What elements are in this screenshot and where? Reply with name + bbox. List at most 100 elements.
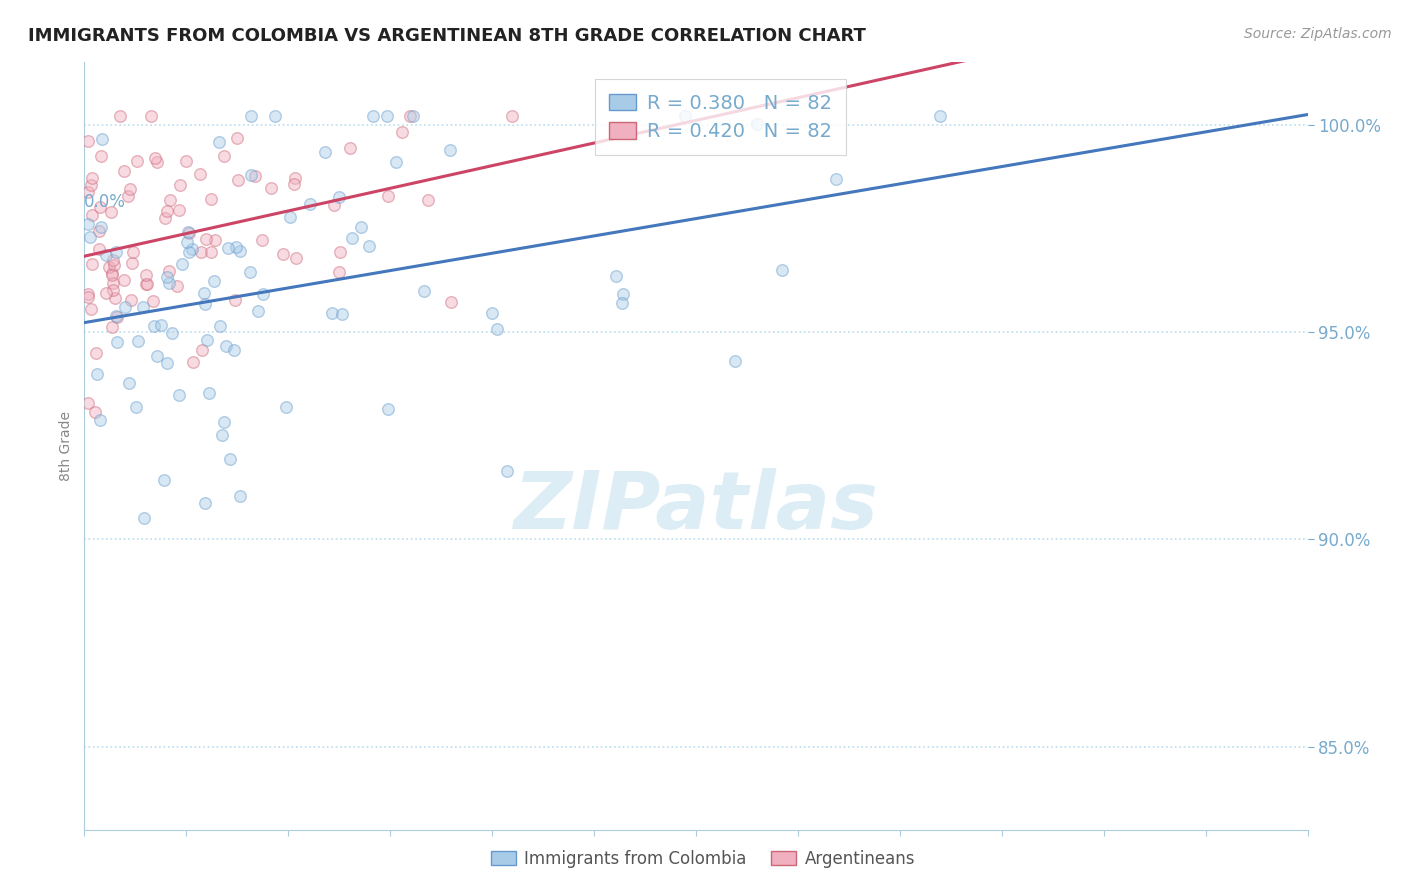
- Point: [125, 400, 148, 414]
- Point: [217, 241, 239, 255]
- Point: [98, 260, 121, 275]
- Point: [101, 283, 124, 297]
- Point: [117, 189, 139, 203]
- Point: [162, 326, 184, 341]
- Point: [142, 294, 165, 309]
- Point: [486, 321, 509, 335]
- Point: [110, 109, 132, 123]
- Point: [222, 343, 245, 358]
- Point: [481, 306, 503, 320]
- Text: ZIPatlas: ZIPatlas: [513, 468, 879, 547]
- Point: [191, 343, 214, 357]
- Point: [243, 169, 266, 184]
- Point: [384, 155, 406, 169]
- Point: [132, 300, 155, 314]
- Point: [174, 153, 197, 168]
- Point: [339, 141, 361, 155]
- Point: [91, 131, 114, 145]
- Point: [155, 211, 177, 226]
- Point: [101, 266, 124, 280]
- Point: [224, 293, 246, 307]
- Point: [501, 109, 523, 123]
- Point: [190, 167, 212, 181]
- Point: [176, 235, 198, 249]
- Point: [239, 109, 262, 123]
- Point: [724, 354, 747, 368]
- Point: [77, 134, 100, 148]
- Point: [412, 284, 434, 298]
- Point: [198, 385, 221, 400]
- Point: [204, 233, 226, 247]
- Point: [101, 319, 124, 334]
- Point: [90, 148, 112, 162]
- Point: [77, 185, 100, 199]
- Point: [156, 356, 179, 370]
- Text: IMMIGRANTS FROM COLOMBIA VS ARGENTINEAN 8TH GRADE CORRELATION CHART: IMMIGRANTS FROM COLOMBIA VS ARGENTINEAN …: [28, 27, 866, 45]
- Point: [194, 232, 217, 246]
- Point: [208, 319, 231, 334]
- Point: [112, 164, 135, 178]
- Point: [118, 182, 141, 196]
- Point: [673, 109, 696, 123]
- Point: [200, 244, 222, 259]
- Point: [89, 224, 111, 238]
- Point: [190, 244, 212, 259]
- Point: [101, 252, 124, 267]
- Point: [156, 203, 179, 218]
- Point: [321, 306, 343, 320]
- Point: [77, 290, 100, 304]
- Point: [391, 125, 413, 139]
- Point: [89, 413, 111, 427]
- Point: [496, 464, 519, 478]
- Point: [105, 310, 128, 324]
- Text: 0.0%: 0.0%: [84, 193, 127, 211]
- Point: [84, 346, 107, 360]
- Text: Source: ZipAtlas.com: Source: ZipAtlas.com: [1244, 27, 1392, 41]
- Point: [159, 193, 181, 207]
- Point: [283, 177, 305, 191]
- Point: [929, 109, 952, 123]
- Point: [167, 388, 190, 402]
- Point: [153, 473, 176, 487]
- Point: [146, 350, 169, 364]
- Point: [340, 230, 363, 244]
- Point: [350, 219, 373, 234]
- Point: [298, 196, 321, 211]
- Point: [143, 152, 166, 166]
- Point: [377, 401, 399, 416]
- Point: [250, 233, 273, 247]
- Point: [200, 192, 222, 206]
- Point: [745, 117, 768, 131]
- Point: [193, 285, 215, 300]
- Point: [181, 354, 204, 368]
- Legend: Immigrants from Colombia, Argentineans: Immigrants from Colombia, Argentineans: [484, 844, 922, 875]
- Point: [143, 318, 166, 333]
- Point: [214, 148, 236, 162]
- Point: [146, 155, 169, 169]
- Point: [612, 286, 634, 301]
- Point: [104, 245, 127, 260]
- Point: [314, 145, 336, 160]
- Point: [401, 109, 423, 123]
- Point: [322, 198, 344, 212]
- Point: [605, 268, 627, 283]
- Point: [264, 109, 287, 123]
- Point: [197, 333, 219, 347]
- Point: [77, 286, 100, 301]
- Point: [103, 277, 125, 291]
- Point: [377, 189, 399, 203]
- Point: [215, 339, 238, 353]
- Point: [177, 226, 200, 240]
- Legend: R = 0.380   N = 82, R = 0.420   N = 82: R = 0.380 N = 82, R = 0.420 N = 82: [595, 79, 846, 155]
- Point: [212, 415, 235, 429]
- Point: [105, 334, 128, 349]
- Point: [80, 178, 103, 192]
- Point: [330, 307, 353, 321]
- Point: [118, 376, 141, 391]
- Point: [80, 171, 103, 186]
- Point: [202, 274, 225, 288]
- Point: [177, 245, 200, 260]
- Point: [208, 135, 231, 149]
- Point: [90, 220, 112, 235]
- Point: [329, 244, 352, 259]
